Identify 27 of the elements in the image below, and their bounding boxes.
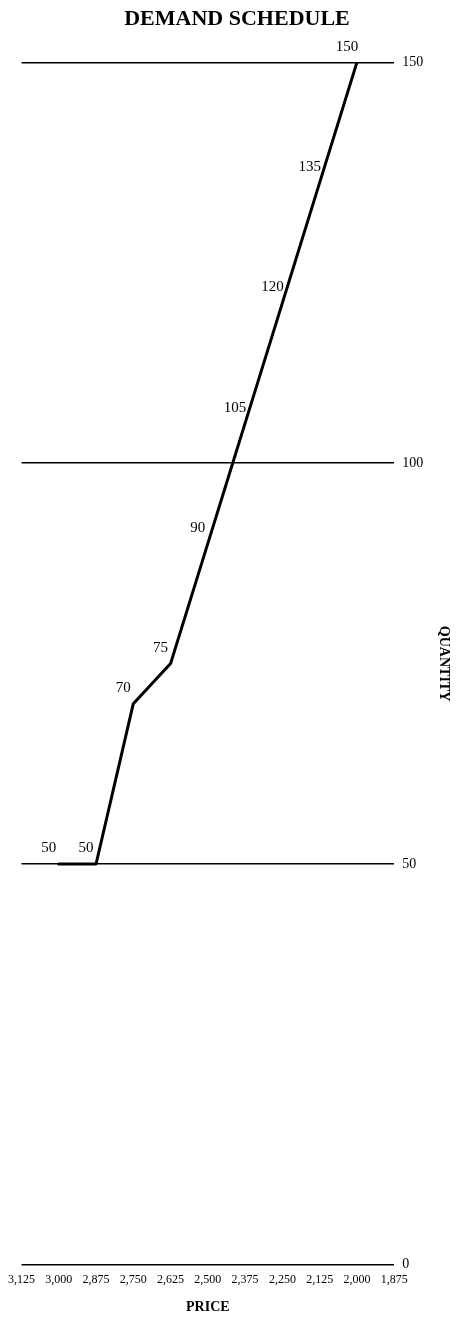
x-axis-title: PRICE — [186, 1299, 230, 1315]
data-label: 50 — [41, 839, 57, 856]
data-label: 50 — [78, 839, 94, 856]
x-tick-label: 2,875 — [82, 1272, 110, 1287]
data-label: 105 — [223, 398, 247, 415]
x-tick-label: 1,875 — [380, 1272, 408, 1287]
x-tick-label: 2,125 — [306, 1272, 334, 1287]
x-tick-label: 2,000 — [343, 1272, 371, 1287]
x-tick-label: 2,375 — [231, 1272, 259, 1287]
data-label: 75 — [153, 639, 169, 656]
x-tick-label: 3,125 — [8, 1272, 35, 1287]
x-tick-label: 2,500 — [194, 1272, 222, 1287]
y-axis-title: QUANTITY — [436, 625, 452, 702]
y-tick-label: 100 — [402, 454, 424, 470]
y-tick-label: 150 — [402, 54, 424, 70]
data-label: 90 — [190, 518, 206, 535]
chart-title: DEMAND SCHEDULE — [124, 4, 350, 30]
x-tick-label: 3,000 — [45, 1272, 73, 1287]
x-tick-label: 2,250 — [268, 1272, 296, 1287]
data-label: 120 — [261, 278, 284, 295]
y-tick-label: 50 — [402, 855, 417, 871]
x-tick-label: 2,625 — [157, 1272, 185, 1287]
y-tick-label: 0 — [402, 1256, 410, 1272]
x-tick-label: 2,750 — [119, 1272, 147, 1287]
data-label: 150 — [335, 37, 359, 54]
data-label: 135 — [298, 158, 321, 175]
data-label: 70 — [115, 679, 131, 696]
